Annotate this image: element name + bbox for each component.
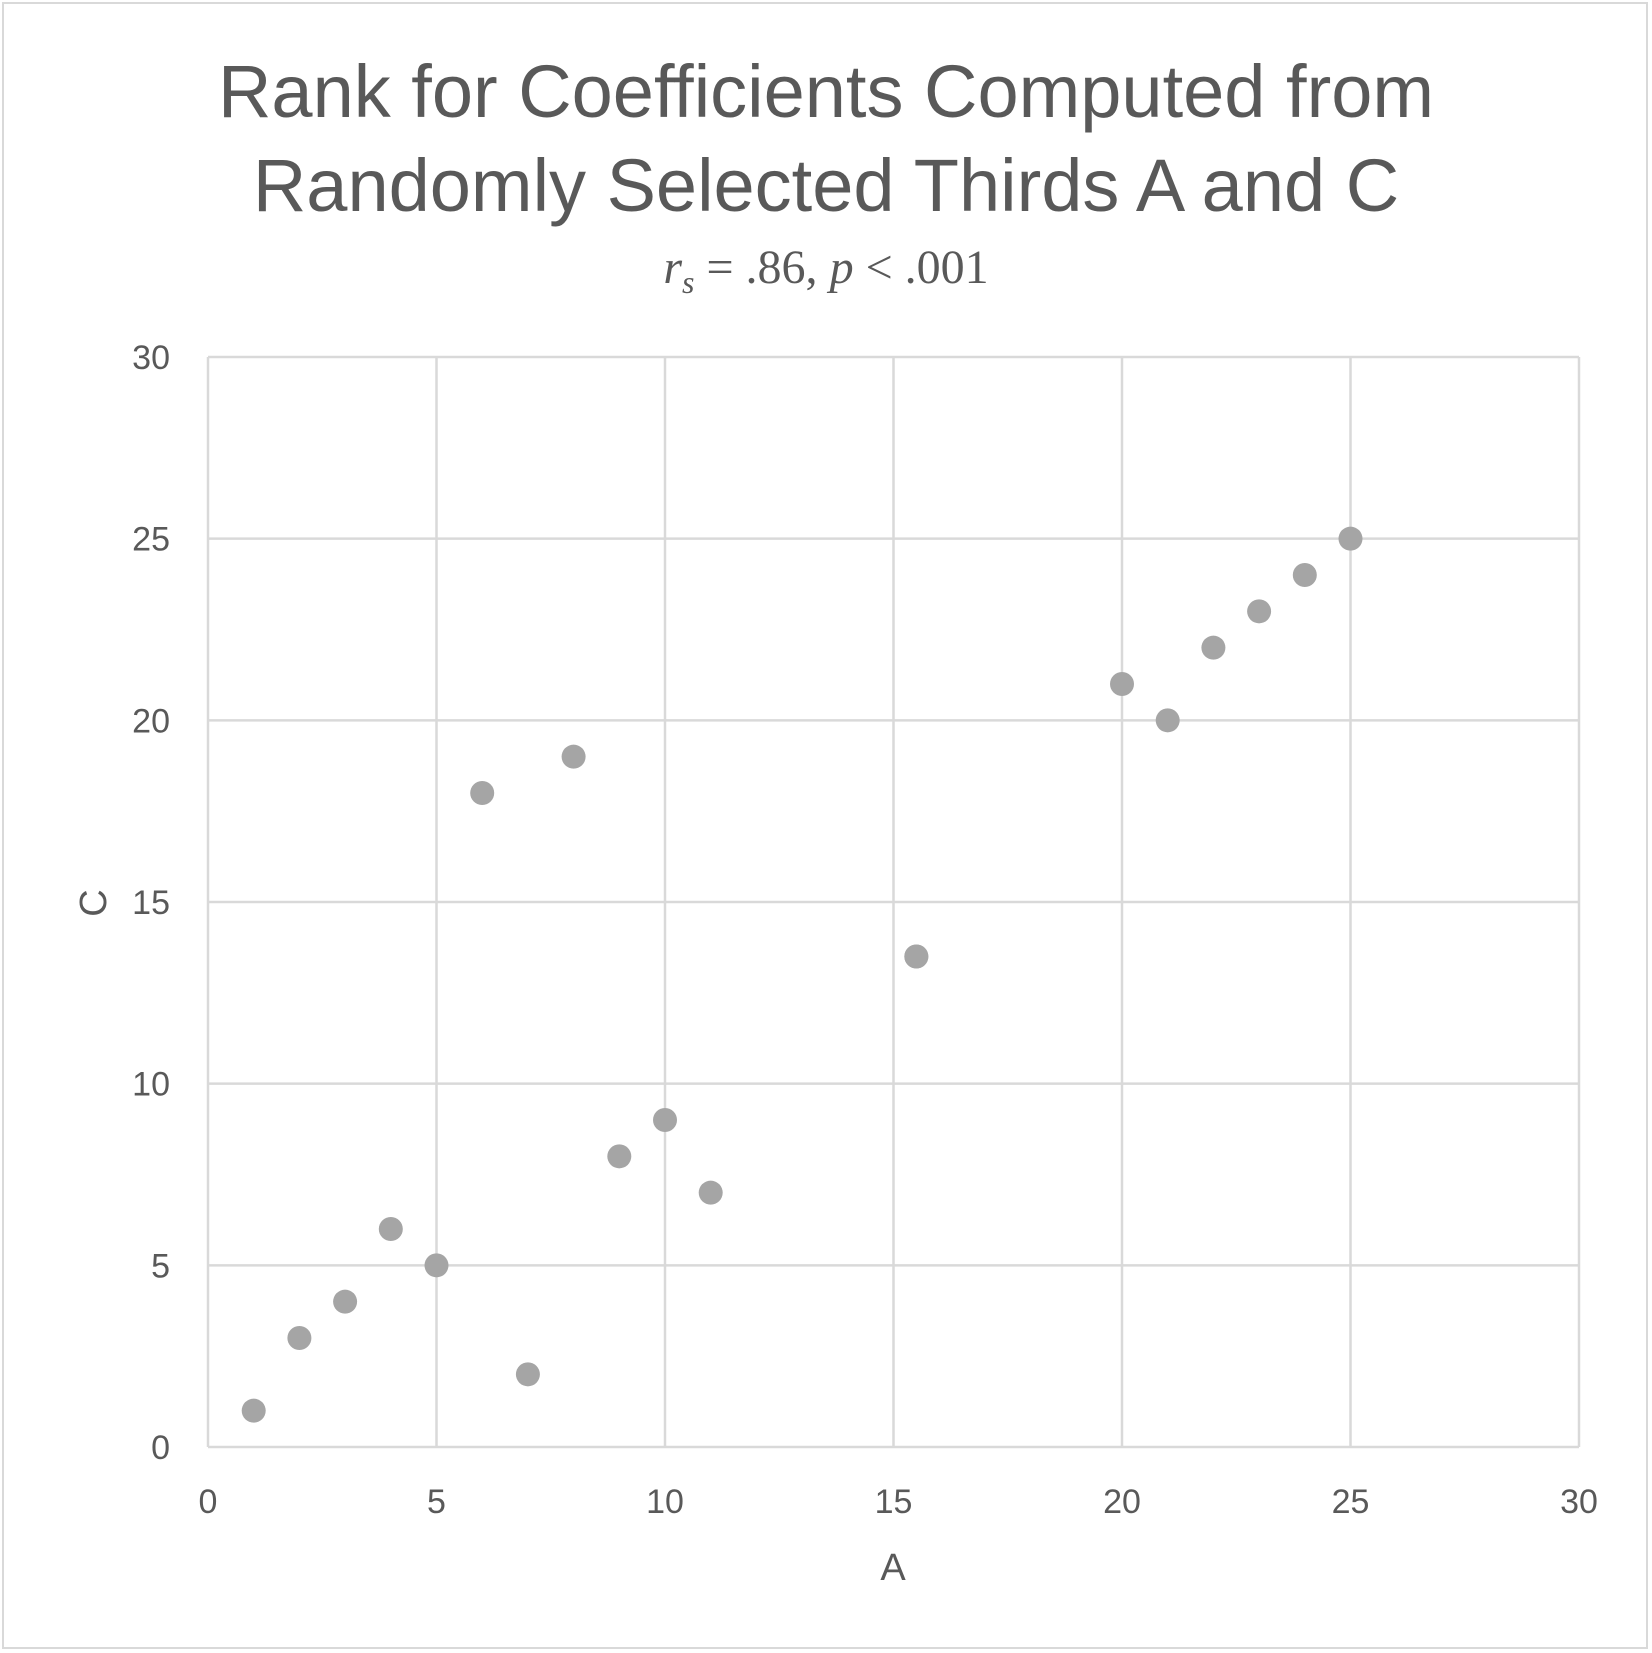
data-point-3 [378,1217,403,1241]
x-axis-ticks: 0 5 10 15 20 25 30 [199,1483,1598,1521]
y-axis-label: C [73,889,115,916]
y-tick-label: 5 [151,1247,170,1285]
data-point-8 [607,1144,632,1169]
subtitle-p: p [829,241,854,294]
gridlines [206,355,1581,1449]
y-tick-label: 25 [132,521,170,559]
data-point-5 [470,781,495,805]
subtitle-equals: = .86, [694,241,830,294]
x-tick-label: 5 [427,1483,446,1521]
data-point-14 [1155,708,1180,733]
y-tick-label: 30 [132,339,170,377]
data-point-7 [561,744,586,769]
x-tick-label: 10 [646,1483,684,1521]
y-tick-label: 10 [132,1066,170,1104]
chart-title-line-2: Randomly Selected Thirds A and C [252,144,1400,227]
data-point-6 [515,1362,540,1387]
data-point-12 [904,944,929,969]
data-point-9 [653,1108,677,1132]
data-point-15 [1201,635,1226,660]
subtitle-rest: < .001 [853,241,989,294]
y-axis-ticks: 0 5 10 15 20 25 30 [132,339,170,1467]
y-tick-label: 0 [151,1429,170,1467]
y-tick-label: 15 [132,884,170,922]
chart-title-line-1: Rank for Coefficients Computed from [217,50,1435,133]
data-points [241,526,1363,1423]
data-point-10 [698,1180,723,1205]
x-tick-label: 20 [1103,1483,1141,1521]
y-tick-label: 20 [132,702,170,740]
x-axis-label: A [880,1547,906,1589]
subtitle-r: r [663,241,683,294]
x-tick-label: 0 [199,1483,218,1521]
data-point-1 [287,1326,312,1350]
x-tick-label: 25 [1332,1483,1370,1521]
data-point-2 [333,1289,358,1314]
x-tick-label: 15 [875,1483,913,1521]
data-point-17 [1292,563,1317,587]
subtitle-r-subscript: s [682,264,695,300]
chart-title: Rank for Coefficients Computed from Rand… [0,45,1652,233]
chart-subtitle: rs = .86, p < .001 [0,240,1652,298]
data-point-4 [424,1253,449,1278]
x-tick-label: 30 [1560,1483,1598,1521]
data-point-18 [1338,526,1363,551]
data-point-0 [241,1398,266,1423]
data-point-16 [1247,599,1272,624]
data-point-13 [1110,672,1134,696]
